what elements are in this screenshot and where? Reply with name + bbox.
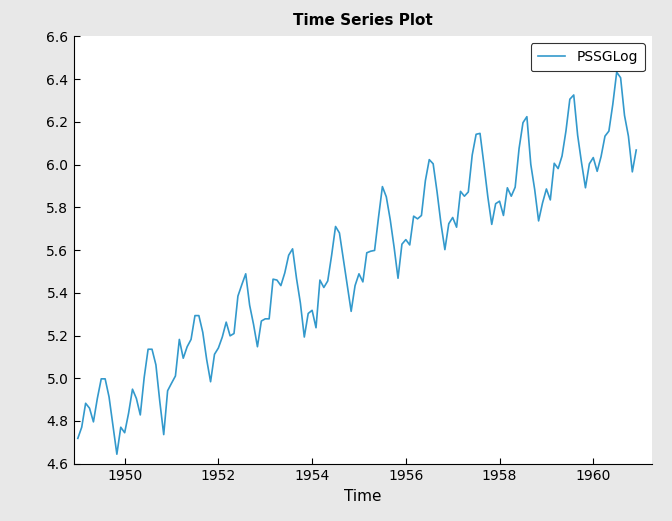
PSSGLog: [74, 435, 82, 441]
X-axis label: Time: Time: [344, 489, 382, 504]
PSSGLog: [476, 130, 484, 137]
Line: PSSGLog: PSSGLog: [78, 72, 636, 454]
PSSGLog: [527, 161, 535, 167]
PSSGLog: [534, 218, 542, 224]
PSSGLog: [117, 424, 125, 430]
PSSGLog: [249, 321, 257, 328]
Title: Time Series Plot: Time Series Plot: [293, 14, 433, 28]
Legend: PSSGLog: PSSGLog: [531, 43, 645, 71]
PSSGLog: [632, 147, 640, 153]
PSSGLog: [160, 431, 168, 438]
PSSGLog: [113, 451, 121, 457]
PSSGLog: [613, 69, 621, 75]
